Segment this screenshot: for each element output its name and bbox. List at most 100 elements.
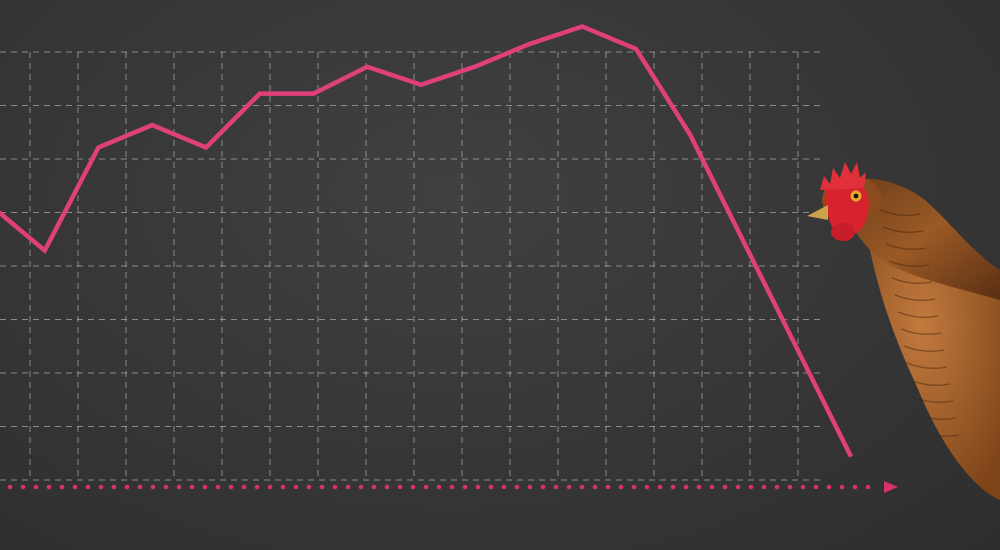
axis-dot [449, 484, 455, 490]
x-axis [7, 481, 898, 493]
axis-dot [787, 484, 793, 490]
axis-dot [423, 484, 429, 490]
feather-stroke [909, 379, 951, 387]
series-path [0, 24, 854, 458]
axis-dot [553, 484, 559, 490]
data-point [689, 133, 691, 135]
axis-dot [501, 484, 507, 490]
series-line [0, 24, 854, 458]
data-point [850, 456, 852, 458]
axis-dot [189, 484, 195, 490]
axis-dot [436, 484, 442, 490]
hen-body [870, 250, 1000, 500]
axis-dot [124, 484, 130, 490]
feather-stroke [894, 294, 936, 302]
axis-dot [85, 484, 91, 490]
axis-dot [579, 484, 585, 490]
axis-dot [410, 484, 416, 490]
feather-stroke [912, 396, 954, 404]
hen-comb [820, 162, 866, 190]
axis-dot [605, 484, 611, 490]
axis-dot [176, 484, 182, 490]
axis-dot [514, 484, 520, 490]
axis-dot [267, 484, 273, 490]
hen-pupil [853, 193, 859, 199]
axis-dot [592, 484, 598, 490]
feather-stroke [882, 226, 924, 234]
data-point [581, 25, 583, 27]
axis-dot [20, 484, 26, 490]
axis-dot [397, 484, 403, 490]
feather-stroke [897, 311, 939, 319]
axis-dot [228, 484, 234, 490]
data-point [635, 48, 637, 50]
axis-dot [150, 484, 156, 490]
data-point [205, 146, 207, 148]
data-point [259, 93, 261, 95]
axis-dot [683, 484, 689, 490]
data-point [151, 124, 153, 126]
axis-dot [293, 484, 299, 490]
hen-beak [807, 205, 828, 220]
axis-dot [774, 484, 780, 490]
feather-stroke [879, 209, 921, 217]
axis-dot [280, 484, 286, 490]
axis-dot [761, 484, 767, 490]
axis-dot [735, 484, 741, 490]
feather-stroke [915, 413, 957, 421]
data-point [420, 84, 422, 86]
axis-dot [332, 484, 338, 490]
axis-dot [306, 484, 312, 490]
data-point [474, 66, 476, 68]
axis-dot [462, 484, 468, 490]
data-point [98, 146, 99, 148]
axis-dot [865, 484, 871, 490]
axis-dot [215, 484, 221, 490]
feather-stroke [891, 277, 933, 285]
data-point [796, 348, 798, 350]
axis-dot [241, 484, 247, 490]
axis-arrowhead [884, 481, 898, 493]
axis-dot [319, 484, 325, 490]
axis-dot [488, 484, 494, 490]
axis-dot [254, 484, 260, 490]
data-point [44, 249, 46, 251]
hen-wattle [831, 223, 855, 241]
axis-dot [46, 484, 52, 490]
axis-dot [566, 484, 572, 490]
axis-dot [670, 484, 676, 490]
axis-dot [709, 484, 715, 490]
feather-stroke [900, 328, 942, 336]
axis-dot [826, 484, 832, 490]
axis-dot [527, 484, 533, 490]
axis-dot [98, 484, 104, 490]
axis-dot [631, 484, 637, 490]
axis-dot [540, 484, 546, 490]
axis-dot [111, 484, 117, 490]
axis-dot [345, 484, 351, 490]
axis-dot [202, 484, 208, 490]
axis-dot [696, 484, 702, 490]
axis-dot [384, 484, 390, 490]
axis-dot [475, 484, 481, 490]
feather-stroke [918, 430, 960, 438]
axis-dot [72, 484, 78, 490]
grid [0, 51, 820, 481]
hen-icon [807, 162, 1000, 500]
axis-dot [722, 484, 728, 490]
feather-stroke [903, 345, 945, 353]
axis-dot [657, 484, 663, 490]
axis-dot [644, 484, 650, 490]
axis-dot [800, 484, 806, 490]
data-point [528, 43, 529, 45]
feather-stroke [885, 243, 927, 251]
axis-dot [839, 484, 845, 490]
feather-stroke [888, 260, 930, 268]
axis-dot [137, 484, 143, 490]
data-point [743, 241, 744, 243]
axis-dot [163, 484, 169, 490]
axis-dot [852, 484, 858, 490]
axis-dot [618, 484, 624, 490]
